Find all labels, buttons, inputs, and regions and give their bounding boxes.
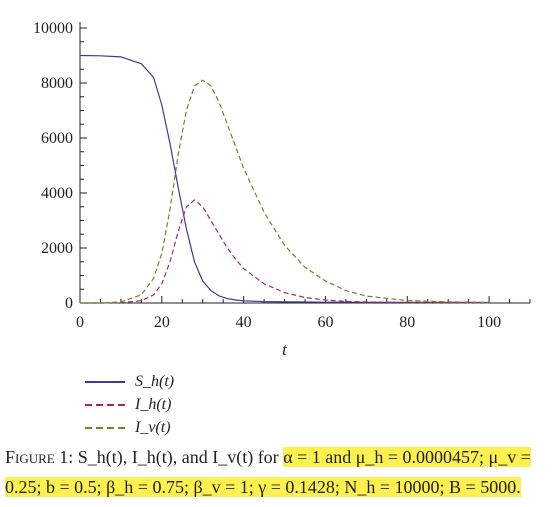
legend-item: I_v(t) [85,416,174,439]
x-tick-label: 40 [236,314,252,331]
legend-item: S_h(t) [85,370,174,393]
legend: S_h(t) I_h(t) I_v(t) [85,370,174,439]
y-tick-label: 0 [65,295,73,312]
y-tick-label: 2000 [41,240,73,257]
caption-lead: Figure 1: [5,447,74,467]
x-tick-label: 100 [477,314,501,331]
legend-swatch [85,403,125,406]
legend-item: I_h(t) [85,393,174,416]
legend-swatch [85,380,125,383]
x-tick-label: 60 [317,314,333,331]
series-line [80,79,490,304]
x-tick-label: 80 [399,314,415,331]
legend-label: I_v(t) [135,418,171,436]
series-line [80,199,490,304]
legend-label: I_h(t) [135,395,172,413]
x-tick-label: 0 [76,314,84,331]
legend-label: S_h(t) [135,372,175,390]
figure-caption: Figure 1: S_h(t), I_h(t), and I_v(t) for… [5,442,553,502]
caption-text: S_h(t), I_h(t), and I_v(t) for [77,447,279,467]
y-tick-label: 8000 [41,75,73,92]
chart: 0 20 40 60 80 100 0 2000 4000 6000 8000 10000 t [33,20,531,359]
x-axis-label: t [282,340,288,359]
legend-swatch [85,426,125,429]
y-tick-label: 6000 [41,130,73,147]
series-line [79,54,490,304]
y-tick-label: 10000 [33,20,73,37]
x-tick-label: 20 [154,314,170,331]
y-tick-label: 4000 [41,185,73,202]
